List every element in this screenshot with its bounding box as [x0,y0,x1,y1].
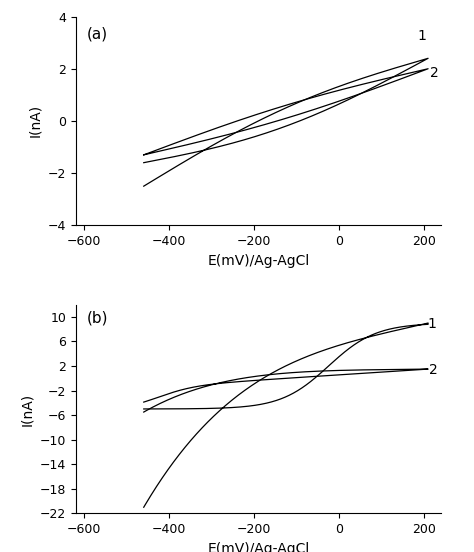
Text: (a): (a) [86,27,108,42]
Text: 1: 1 [427,317,436,331]
Y-axis label: I(nA): I(nA) [20,392,34,426]
X-axis label: E(mV)/Ag-AgCl: E(mV)/Ag-AgCl [207,253,310,268]
Y-axis label: I(nA): I(nA) [28,104,42,137]
Text: 1: 1 [418,29,426,43]
Text: (b): (b) [86,311,108,326]
X-axis label: E(mV)/Ag-AgCl: E(mV)/Ag-AgCl [207,542,310,552]
Text: 2: 2 [429,363,438,378]
Text: 2: 2 [430,66,439,79]
